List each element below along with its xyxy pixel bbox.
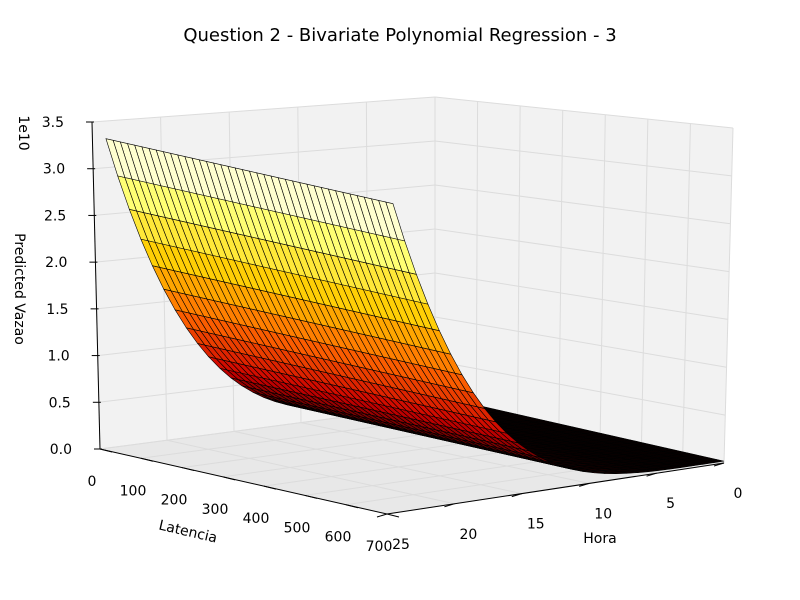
grid-y-floor — [166, 439, 455, 505]
grid-z-left — [91, 96, 436, 123]
chart-title: Question 2 - Bivariate Polynomial Regres… — [183, 25, 616, 46]
y-tick-mark — [444, 503, 455, 508]
z-offset-label: 1e10 — [15, 115, 31, 150]
grid-z-right — [434, 228, 730, 273]
y-tick-label: 0 — [734, 486, 743, 502]
y-tick-mark — [511, 493, 522, 498]
z-tick-label: 1.0 — [47, 349, 69, 365]
x-tick-mark — [181, 467, 195, 472]
grid-y-floor — [300, 422, 590, 484]
grid-z-right — [434, 184, 731, 225]
y-tick-label: 25 — [392, 537, 410, 553]
x-tick-mark — [222, 476, 236, 481]
y-tick-label: 5 — [666, 496, 675, 512]
y-tick-label: 10 — [594, 506, 612, 522]
y-tick-mark — [646, 472, 657, 477]
x-tick-mark — [345, 504, 359, 509]
z-tick-label: 0.0 — [50, 442, 72, 458]
z-tick-label: 2.0 — [45, 255, 67, 271]
x-tick-mark — [140, 457, 154, 462]
z-axis-label: Predicted Vazao — [11, 233, 27, 345]
grid-x-wall — [640, 119, 649, 447]
grid-z-right — [434, 96, 734, 129]
axis-ticks: 0.00.51.01.52.02.53.03.50100200300400500… — [42, 115, 743, 555]
grid-z-right — [434, 360, 726, 416]
x-tick-mark — [99, 448, 113, 453]
z-tick-label: 2.5 — [44, 208, 66, 224]
grid-z-right — [434, 140, 732, 177]
z-tick-label: 3.5 — [42, 115, 64, 131]
z-axis-line — [91, 121, 101, 450]
z-tick-label: 1.5 — [46, 302, 68, 318]
y-tick-label: 15 — [527, 517, 545, 533]
x-tick-label: 700 — [366, 539, 393, 555]
surface-mesh — [105, 138, 725, 474]
x-tick-mark — [386, 513, 400, 518]
back-pane-right — [435, 97, 733, 463]
y-tick-label: 20 — [459, 527, 477, 543]
grid-z-right — [434, 316, 727, 368]
y-tick-mark — [376, 513, 388, 518]
grid-x-wall — [682, 123, 691, 455]
z-tick-label: 3.0 — [43, 162, 65, 178]
y-axis-label: Hora — [583, 531, 616, 547]
grid-x-wall — [723, 127, 734, 464]
surface-cell — [105, 138, 126, 178]
x-tick-label: 500 — [284, 520, 311, 536]
x-tick-mark — [304, 494, 318, 499]
x-tick-mark — [263, 485, 277, 490]
x-tick-label: 300 — [202, 502, 229, 518]
x-tick-label: 600 — [325, 530, 352, 546]
x-tick-label: 200 — [161, 493, 188, 509]
y-tick-mark — [579, 482, 590, 487]
y-tick-mark — [713, 462, 725, 467]
z-tick-label: 0.5 — [49, 395, 71, 411]
x-tick-label: 0 — [88, 474, 97, 490]
grid-x-wall — [517, 105, 521, 422]
grid-x-wall — [599, 114, 606, 439]
grid-x-wall — [558, 110, 564, 430]
x-axis-label: Latencia — [157, 518, 219, 547]
x-tick-label: 400 — [243, 511, 270, 527]
grid-x-wall — [475, 101, 479, 414]
y-axis-line — [386, 462, 725, 515]
x-tick-label: 100 — [120, 483, 147, 499]
grid-y-floor — [233, 430, 522, 495]
grid-z-right — [434, 272, 728, 320]
